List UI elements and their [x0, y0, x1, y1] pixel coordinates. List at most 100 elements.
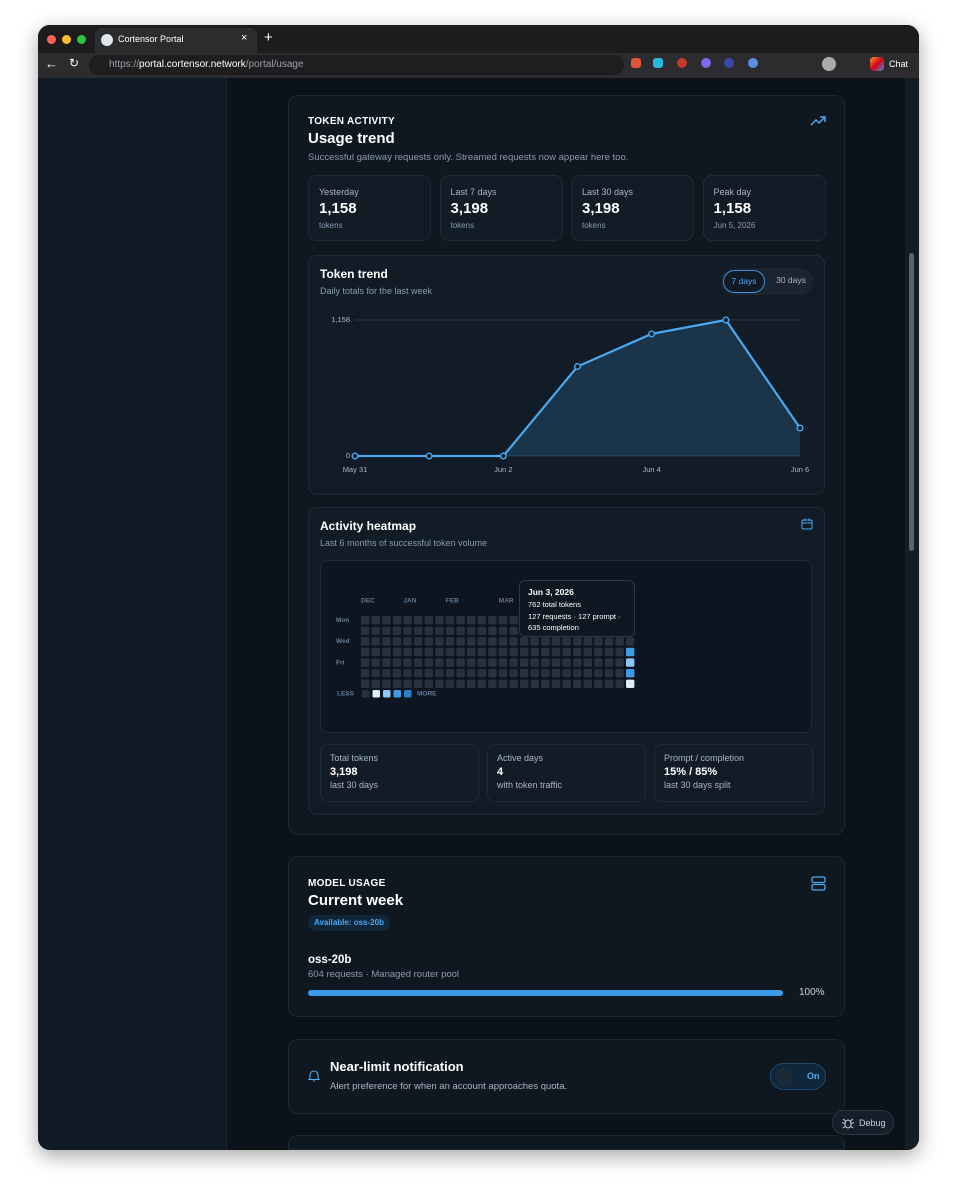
heatmap-cell: [467, 679, 476, 688]
extension-icon[interactable]: [677, 58, 687, 68]
heatmap-cell: [467, 647, 476, 657]
heatmap-cell: [498, 616, 508, 625]
minimize-dot[interactable]: [62, 35, 71, 44]
heatmap-cell: [498, 669, 508, 678]
heatmap-cell: [403, 669, 412, 678]
extension-icon[interactable]: [631, 58, 641, 68]
back-button[interactable]: ←: [45, 56, 58, 71]
scrollbar-thumb[interactable]: [909, 253, 914, 551]
heatmap-cell: [414, 616, 423, 625]
x-tick-label: Jun 2: [494, 465, 512, 474]
profile-avatar[interactable]: [822, 57, 836, 71]
heatmap-cell: [615, 658, 624, 667]
heatmap-cell: [520, 669, 529, 678]
heatmap-cell: [562, 647, 571, 657]
heatmap-cell: [392, 626, 402, 635]
point: [574, 363, 582, 371]
heatmap-cell: [541, 669, 550, 678]
chat-button[interactable]: Chat: [889, 59, 909, 69]
heatmap-cell: [530, 669, 539, 678]
debug-button[interactable]: Debug: [832, 1110, 894, 1135]
summary-card: [487, 744, 646, 802]
heatmap-cell: [361, 637, 370, 646]
zoom-dot[interactable]: [77, 35, 86, 44]
heatmap-cell: [583, 637, 592, 646]
stat-label: Last 7 days: [450, 187, 497, 197]
heatmap-cell: [615, 679, 624, 688]
heatmap-cell: [477, 616, 486, 625]
extension-icon[interactable]: [724, 58, 734, 68]
address-bar[interactable]: https://portal.cortensor.network/portal/…: [89, 55, 624, 75]
heatmap-cell: [530, 658, 539, 667]
heatmap-cell: [456, 637, 465, 646]
day-label: Fri: [336, 659, 345, 666]
heatmap-cell: [382, 658, 391, 667]
heatmap-cell: [371, 626, 380, 635]
heatmap-cell: [392, 647, 402, 657]
heatmap-cell: [530, 647, 539, 657]
heatmap-cell: [361, 626, 370, 635]
summary-note: last 30 days: [330, 780, 379, 790]
tab-close[interactable]: ×: [241, 32, 248, 44]
range-button[interactable]: 7 days: [723, 270, 765, 293]
point: [722, 316, 730, 324]
heatmap-cell: [541, 647, 550, 657]
legend-swatch: [404, 690, 412, 698]
stat-card: [439, 175, 563, 241]
legend-more: MORE: [417, 691, 437, 698]
extension-icon[interactable]: [653, 58, 663, 68]
reload-button[interactable]: ↻: [69, 56, 80, 70]
heatmap-cell: [414, 626, 423, 635]
extension-icon[interactable]: [748, 58, 758, 68]
heatmap-subtitle: Last 6 months of successful token volume: [320, 538, 488, 548]
close-dot[interactable]: [47, 35, 56, 44]
heatmap-cell: [594, 669, 603, 678]
legend-swatch: [393, 690, 401, 698]
heatmap-cell: [371, 647, 380, 657]
range-button[interactable]: 30 days: [776, 275, 806, 285]
heatmap-cell: [541, 637, 550, 646]
heatmap-cell: [382, 679, 391, 688]
summary-label: Total tokens: [330, 753, 379, 763]
notification-title: Near-limit notification: [330, 1059, 464, 1074]
y-tick-label: 1,158: [331, 315, 350, 324]
heatmap-cell: [509, 637, 518, 646]
heatmap-cell: [573, 669, 582, 678]
new-tab[interactable]: +: [264, 29, 273, 46]
heatmap-cell: [392, 658, 402, 667]
heatmap-cell: [445, 679, 455, 688]
heatmap-cell: [509, 626, 518, 635]
heatmap-cell: [477, 679, 486, 688]
favicon: [101, 34, 113, 46]
tooltip-title: Jun 3, 2026: [528, 587, 574, 597]
heatmap-cell: [615, 669, 624, 678]
model-name: oss-20b: [308, 954, 352, 966]
heatmap-cell: [361, 679, 370, 688]
heatmap-cell: [594, 658, 603, 667]
stat-card: [702, 175, 826, 241]
notification-card: [288, 1039, 845, 1114]
heatmap-cell: [626, 658, 635, 667]
tab[interactable]: Cortensor Portal ×: [95, 28, 257, 53]
heatmap-cell: [530, 679, 539, 688]
heatmap-cell: [551, 679, 561, 688]
heatmap-cell: [583, 647, 592, 657]
chart-subtitle: Daily totals for the last week: [320, 286, 433, 296]
model-detail: 604 requests · Managed router pool: [308, 969, 460, 980]
month-label: FEB: [446, 598, 459, 605]
summary-note: last 30 days split: [664, 780, 731, 790]
heatmap-cell: [488, 637, 497, 646]
summary-label: Prompt / completion: [664, 753, 745, 763]
stat-unit: tokens: [450, 221, 475, 230]
heatmap-cell: [626, 669, 635, 678]
heatmap-cell: [424, 658, 433, 667]
summary-label: Active days: [497, 753, 544, 763]
summary-card: [654, 744, 813, 802]
x-tick-label: May 31: [343, 465, 368, 474]
notification-toggle[interactable]: On: [770, 1063, 826, 1090]
stat-unit: tokens: [319, 221, 343, 230]
heatmap-cell: [361, 669, 370, 678]
share-label: 100%: [799, 987, 825, 998]
extension-icon[interactable]: [701, 58, 711, 68]
